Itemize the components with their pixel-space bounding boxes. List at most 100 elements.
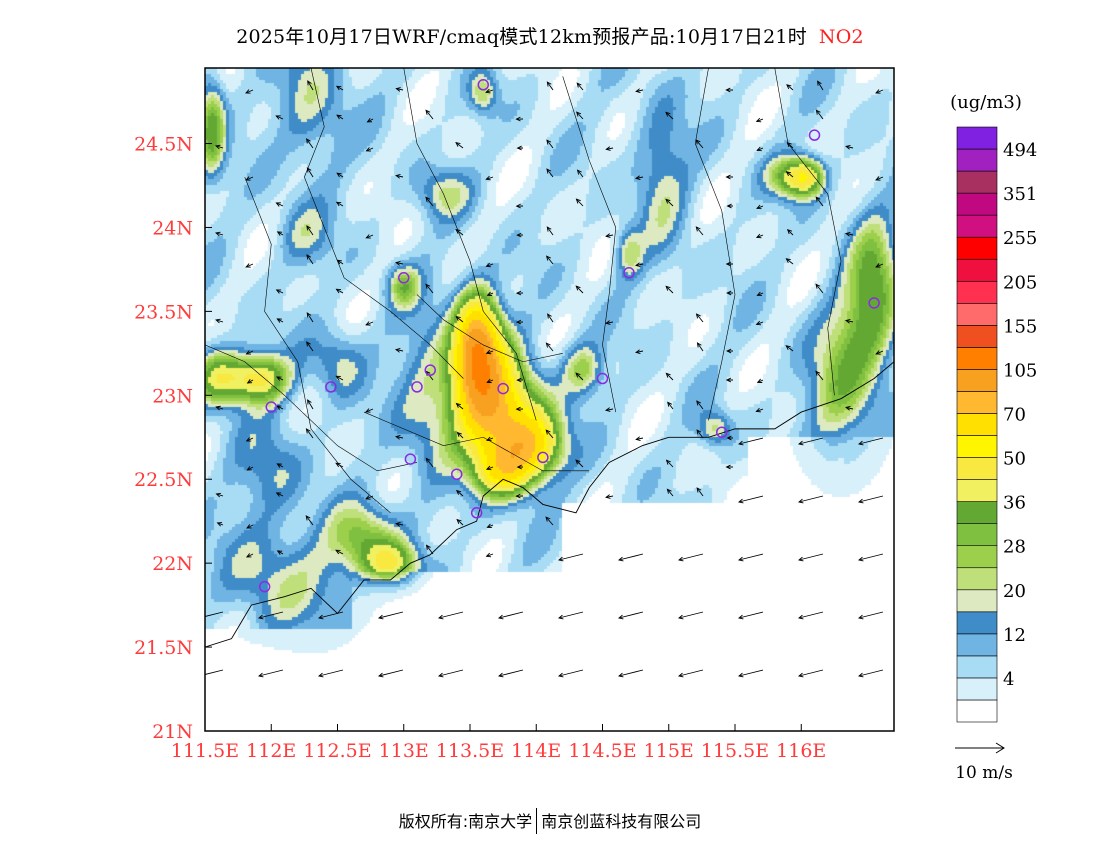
wind-arrow — [486, 523, 494, 529]
wind-arrow — [634, 262, 644, 267]
legend-swatch — [956, 457, 998, 480]
legend-swatch — [956, 413, 998, 436]
y-tick-label: 23N — [152, 385, 193, 407]
wind-arrow — [785, 345, 794, 352]
wind-arrow — [604, 320, 614, 325]
wind-arrow — [515, 319, 524, 325]
wind-arrow — [786, 142, 794, 149]
wind-arrow — [275, 289, 284, 294]
wind-arrow — [756, 146, 764, 152]
wind-arrow — [215, 405, 224, 411]
footer-divider — [536, 807, 538, 834]
wind-key-arrowhead — [995, 742, 1005, 754]
wind-arrow — [276, 318, 284, 323]
wind-arrow — [665, 459, 674, 468]
wind-arrow — [797, 611, 824, 620]
station-marker — [411, 381, 423, 393]
wind-arrow — [335, 288, 344, 294]
wind-arrow — [545, 342, 554, 352]
legend-label: 205 — [1003, 272, 1037, 293]
wind-arrow — [576, 111, 584, 120]
wind-arrow — [307, 80, 314, 91]
legend-label: 20 — [1003, 581, 1026, 602]
wind-arrow — [377, 669, 404, 678]
coastline — [205, 361, 894, 648]
wind-arrow — [485, 465, 494, 471]
wind-arrow — [797, 437, 824, 446]
wind-arrow — [335, 201, 344, 207]
wind-arrow — [437, 669, 464, 678]
legend-swatch — [956, 523, 998, 547]
concentration-field — [205, 68, 894, 731]
wind-arrow — [617, 611, 644, 620]
wind-arrow — [726, 203, 734, 209]
chart-title: 2025年10月17日WRF/cmaq模式12km预报产品:10月17日21时 N… — [0, 22, 1100, 49]
station-marker — [451, 468, 463, 480]
wind-arrow — [425, 283, 434, 294]
colorbar-legend: (ug/m3) 4 12 20 28 36 50 70 105 155 205 255 351 494 — [950, 92, 1037, 723]
wind-arrow — [575, 372, 584, 381]
copyright-left: 版权所有:南京大学 — [398, 812, 533, 831]
wind-arrow — [394, 348, 404, 353]
station-marker — [404, 453, 417, 465]
wind-arrow — [665, 285, 674, 294]
wind-arrow — [785, 258, 794, 265]
legend-swatch — [956, 479, 998, 502]
y-tick-label: 24N — [152, 217, 193, 239]
wind-vectors — [205, 80, 884, 678]
wind-arrow — [665, 111, 674, 120]
admin-boundary — [205, 344, 418, 472]
wind-arrow — [726, 348, 734, 354]
wind-arrow — [557, 611, 584, 620]
wind-arrow — [246, 379, 254, 384]
wind-arrow — [215, 318, 224, 324]
wind-arrow — [797, 553, 824, 562]
wind-arrow — [617, 669, 644, 678]
legend-swatch — [956, 192, 998, 216]
wind-arrow — [306, 312, 314, 323]
wind-arrow — [737, 437, 764, 446]
wind-arrow — [365, 321, 374, 326]
wind-arrow — [395, 174, 404, 179]
wind-arrow — [425, 544, 434, 555]
wind-arrow — [306, 167, 314, 178]
wind-arrow — [737, 669, 764, 678]
wind-arrow — [456, 518, 464, 526]
wind-arrow — [276, 405, 284, 410]
wind-arrow — [245, 553, 254, 558]
wind-arrow — [815, 109, 824, 120]
wind-arrow — [425, 196, 434, 207]
copyright-footer: 版权所有:南京大学 南京创蓝科技有限公司 — [0, 807, 1100, 836]
admin-boundary — [304, 68, 464, 379]
wind-arrow — [815, 370, 824, 381]
wind-arrow — [365, 234, 374, 239]
wind-arrow — [677, 611, 704, 620]
legend-label: 12 — [1003, 625, 1026, 646]
legend-label: 28 — [1003, 537, 1026, 558]
wind-arrow — [455, 315, 464, 323]
legend-swatch — [956, 567, 998, 591]
wind-arrow — [257, 669, 284, 678]
wind-arrow — [696, 342, 704, 352]
station-marker — [424, 364, 436, 376]
wind-arrow — [336, 259, 344, 265]
legend-swatch — [956, 170, 998, 194]
wind-arrow — [726, 435, 734, 441]
wind-arrow — [515, 493, 524, 499]
wind-arrow — [215, 492, 224, 498]
legend-swatch — [956, 258, 998, 282]
wind-arrow — [456, 431, 464, 439]
wind-arrow — [845, 405, 854, 411]
legend-label: 351 — [1003, 184, 1037, 205]
wind-arrow — [455, 141, 464, 149]
wind-arrow — [875, 350, 884, 355]
y-tick-label: 22.5N — [134, 469, 193, 491]
wind-arrow — [486, 378, 494, 384]
wind-arrow — [737, 495, 764, 504]
station-marker — [477, 79, 489, 91]
wind-arrow — [216, 522, 224, 527]
wind-arrow — [306, 225, 314, 236]
x-tick-label: 114E — [511, 740, 561, 762]
legend-title: (ug/m3) — [950, 92, 1022, 113]
